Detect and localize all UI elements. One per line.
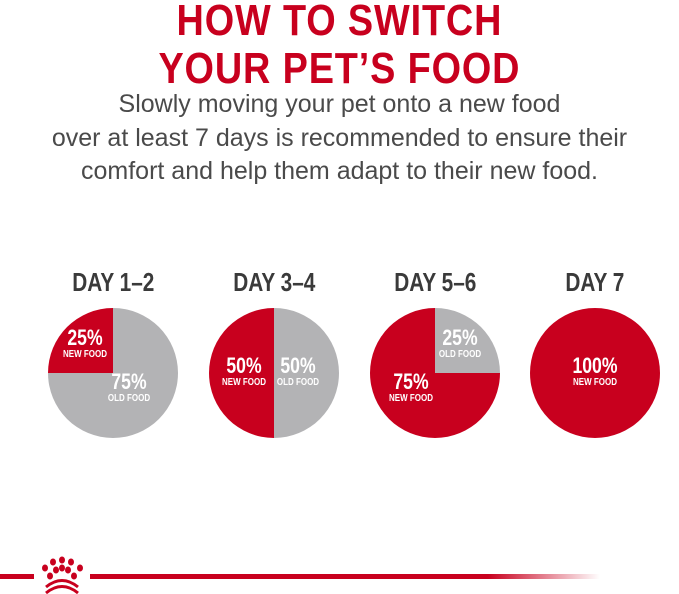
pie-3-label-new-food: 75%NEW FOOD bbox=[389, 370, 433, 403]
day-label-1: DAY 1–2 bbox=[71, 267, 155, 297]
slice-label: OLD FOOD bbox=[108, 392, 151, 403]
pie-2-label-new-food: 50%NEW FOOD bbox=[222, 354, 266, 387]
pie-1-slice-old-food bbox=[48, 308, 178, 438]
day-label-4: DAY 7 bbox=[565, 267, 625, 297]
slice-label: OLD FOOD bbox=[439, 348, 482, 359]
pie-2-slice-old-food bbox=[274, 308, 339, 438]
slice-percent: 50% bbox=[226, 354, 261, 378]
royal-canin-crown-icon bbox=[42, 556, 83, 594]
pie-1-slice-new-food bbox=[48, 308, 113, 373]
footer-line-left bbox=[0, 574, 34, 579]
slice-percent: 75% bbox=[393, 370, 428, 394]
pie-3-slice-old-food bbox=[435, 308, 500, 373]
page-title-line2: YOUR PET’S FOOD bbox=[158, 44, 521, 93]
slice-label: NEW FOOD bbox=[573, 376, 617, 387]
slice-percent: 50% bbox=[280, 354, 315, 378]
slice-label: NEW FOOD bbox=[63, 348, 107, 359]
day-label-3: DAY 5–6 bbox=[393, 267, 477, 297]
pie-1-label-new-food: 25%NEW FOOD bbox=[63, 326, 107, 359]
footer-line-right bbox=[90, 574, 600, 579]
slice-percent: 100% bbox=[573, 354, 618, 378]
pie-4-label-new-food: 100%NEW FOOD bbox=[573, 354, 618, 387]
pie-4-slice-new-food bbox=[530, 308, 660, 438]
day-label-2: DAY 3–4 bbox=[232, 267, 316, 297]
slice-label: NEW FOOD bbox=[389, 392, 433, 403]
slice-percent: 25% bbox=[67, 326, 102, 350]
subtitle: Slowly moving your pet onto a new food o… bbox=[0, 88, 679, 189]
pie-2-slice-new-food bbox=[209, 308, 274, 438]
pie-3-label-old-food: 25%OLD FOOD bbox=[439, 326, 482, 359]
subtitle-line2: over at least 7 days is recommended to e… bbox=[51, 123, 628, 152]
page-title-line1: HOW TO SWITCH bbox=[176, 0, 503, 45]
slice-percent: 25% bbox=[442, 326, 477, 350]
subtitle-line1: Slowly moving your pet onto a new food bbox=[118, 90, 561, 118]
slice-label: OLD FOOD bbox=[277, 376, 320, 387]
slice-label: NEW FOOD bbox=[222, 376, 266, 387]
slice-percent: 75% bbox=[111, 370, 146, 394]
pie-2-label-old-food: 50%OLD FOOD bbox=[277, 354, 320, 387]
pie-1-label-old-food: 75%OLD FOOD bbox=[108, 370, 151, 403]
subtitle-line3: comfort and help them adapt to their new… bbox=[81, 157, 598, 185]
